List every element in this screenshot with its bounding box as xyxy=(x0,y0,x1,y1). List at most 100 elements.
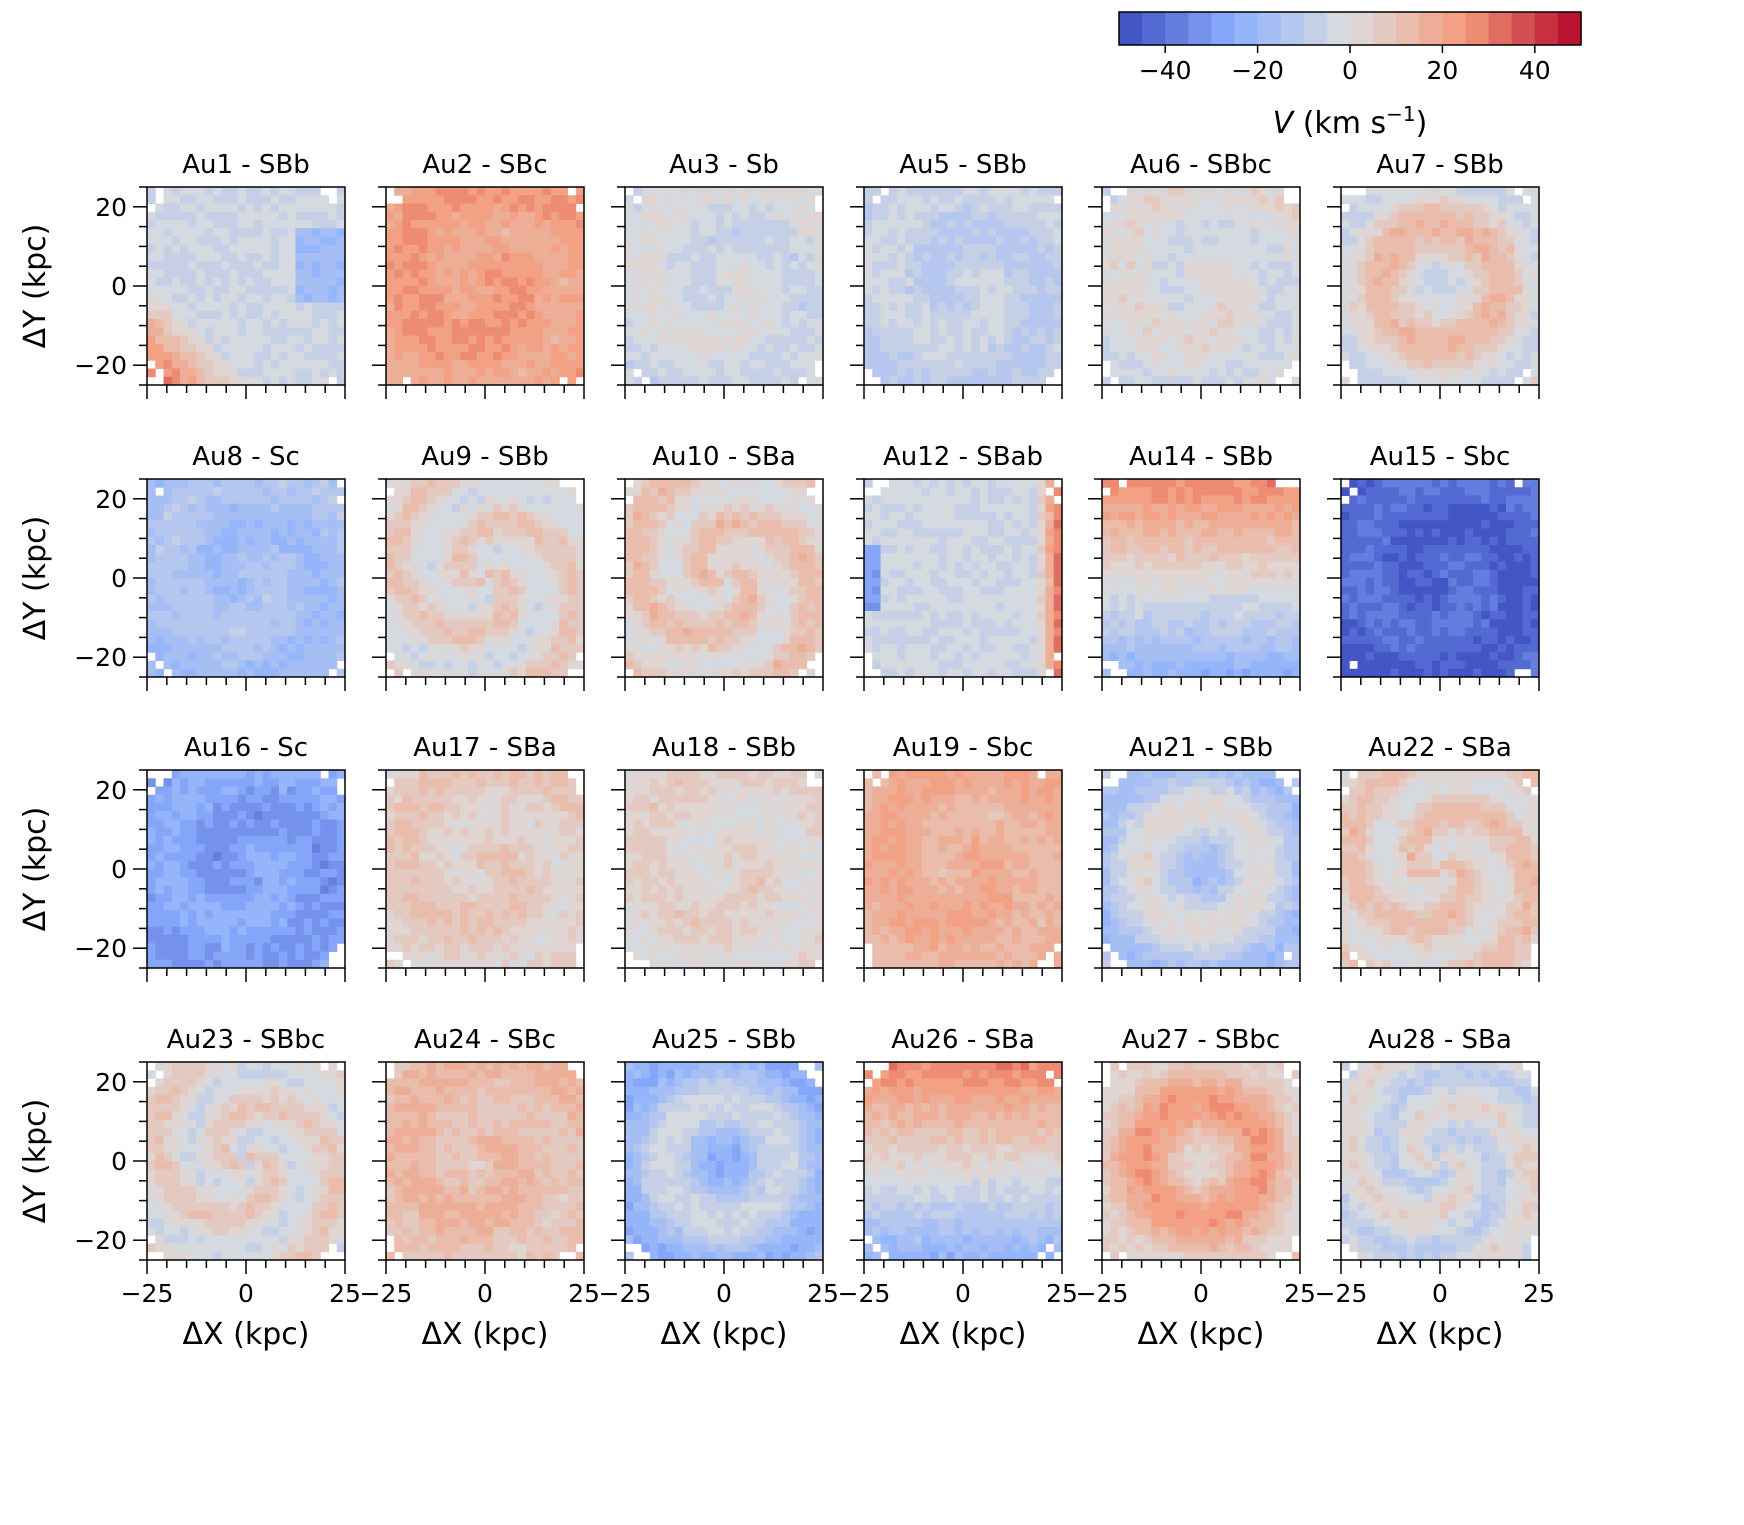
velocity-cell xyxy=(336,376,346,386)
velocity-cell xyxy=(625,319,634,328)
velocity-cell xyxy=(1045,253,1055,262)
velocity-cell xyxy=(229,495,239,505)
velocity-cell xyxy=(880,335,890,345)
velocity-cell xyxy=(666,294,675,303)
velocity-cell xyxy=(270,627,280,637)
velocity-cell xyxy=(765,253,774,262)
velocity-cell xyxy=(287,327,296,336)
velocity-cell xyxy=(806,360,816,369)
velocity-cell xyxy=(394,635,403,645)
velocity-cell xyxy=(551,343,560,353)
velocity-cell xyxy=(155,503,164,513)
velocity-cell xyxy=(1126,360,1136,369)
velocity-cell xyxy=(279,553,288,562)
velocity-cell xyxy=(1390,310,1400,320)
velocity-cell xyxy=(427,652,436,661)
velocity-cell xyxy=(699,220,708,229)
velocity-cell xyxy=(452,660,461,670)
velocity-cell xyxy=(921,253,931,262)
velocity-cell xyxy=(625,376,634,386)
velocity-cell xyxy=(320,594,329,604)
velocity-cell xyxy=(147,553,156,562)
velocity-cell xyxy=(180,286,189,295)
velocity-cell xyxy=(757,503,766,513)
velocity-cell xyxy=(509,545,519,554)
velocity-cell xyxy=(1225,327,1235,336)
velocity-cell xyxy=(229,228,239,237)
velocity-cell xyxy=(518,602,527,612)
velocity-cell xyxy=(938,319,947,328)
velocity-cell xyxy=(790,211,799,221)
colorbar-level xyxy=(1303,12,1328,45)
velocity-cell xyxy=(518,652,527,661)
velocity-cell xyxy=(880,211,890,221)
velocity-cell xyxy=(707,277,717,287)
velocity-cell xyxy=(1135,187,1144,196)
velocity-cell xyxy=(1045,236,1055,246)
velocity-cell xyxy=(897,277,906,287)
velocity-cell xyxy=(542,619,552,628)
velocity-cell xyxy=(699,368,708,378)
velocity-cell xyxy=(435,668,445,678)
velocity-cell xyxy=(534,512,544,521)
velocity-cell xyxy=(971,360,980,369)
velocity-cell xyxy=(518,352,527,361)
velocity-cell xyxy=(180,495,189,505)
velocity-cell xyxy=(410,635,420,645)
velocity-cell xyxy=(888,319,898,328)
velocity-cell xyxy=(1398,319,1408,328)
velocity-cell xyxy=(221,553,230,562)
velocity-cell xyxy=(320,286,329,295)
velocity-cell xyxy=(930,376,939,386)
velocity-cell xyxy=(954,352,964,361)
velocity-cell xyxy=(460,503,469,513)
velocity-cell xyxy=(410,652,420,661)
velocity-cell xyxy=(641,253,651,262)
velocity-cell xyxy=(1004,187,1013,196)
velocity-cell xyxy=(534,187,544,196)
velocity-cell xyxy=(188,269,197,279)
velocity-cell xyxy=(790,203,799,213)
velocity-cell xyxy=(1506,327,1515,336)
velocity-cell xyxy=(1225,261,1235,270)
velocity-cell xyxy=(814,327,824,336)
velocity-cell xyxy=(468,244,478,254)
velocity-cell xyxy=(740,360,750,369)
velocity-cell xyxy=(287,668,296,678)
velocity-cell xyxy=(509,479,519,488)
velocity-cell xyxy=(213,660,222,670)
velocity-cell xyxy=(394,203,403,213)
velocity-map xyxy=(625,187,824,386)
velocity-cell xyxy=(1168,302,1177,312)
velocity-cell xyxy=(270,244,280,254)
velocity-cell xyxy=(542,660,552,670)
velocity-cell xyxy=(386,302,395,312)
velocity-cell xyxy=(954,343,964,353)
velocity-cell xyxy=(196,352,206,361)
colorbar-tick-label: 40 xyxy=(1519,56,1551,85)
velocity-cell xyxy=(279,627,288,637)
velocity-cell xyxy=(534,495,544,505)
velocity-cell xyxy=(897,211,906,221)
velocity-cell xyxy=(872,269,881,279)
velocity-cell xyxy=(641,220,651,229)
velocity-cell xyxy=(229,479,239,488)
colorbar-level xyxy=(1557,12,1582,45)
velocity-cell xyxy=(435,611,445,620)
velocity-cell xyxy=(542,569,552,579)
velocity-cell xyxy=(221,319,230,328)
velocity-cell xyxy=(386,327,395,336)
velocity-cell xyxy=(1481,376,1490,386)
velocity-cell xyxy=(229,352,239,361)
velocity-cell xyxy=(443,360,453,369)
velocity-cell xyxy=(270,578,280,587)
velocity-cell xyxy=(287,495,296,505)
velocity-cell xyxy=(229,302,239,312)
velocity-cell xyxy=(1110,244,1119,254)
velocity-cell xyxy=(732,495,741,505)
velocity-cell xyxy=(1390,253,1400,262)
velocity-cell xyxy=(773,236,783,246)
velocity-cell xyxy=(864,294,873,303)
velocity-cell xyxy=(790,512,799,521)
velocity-cell xyxy=(699,520,708,529)
